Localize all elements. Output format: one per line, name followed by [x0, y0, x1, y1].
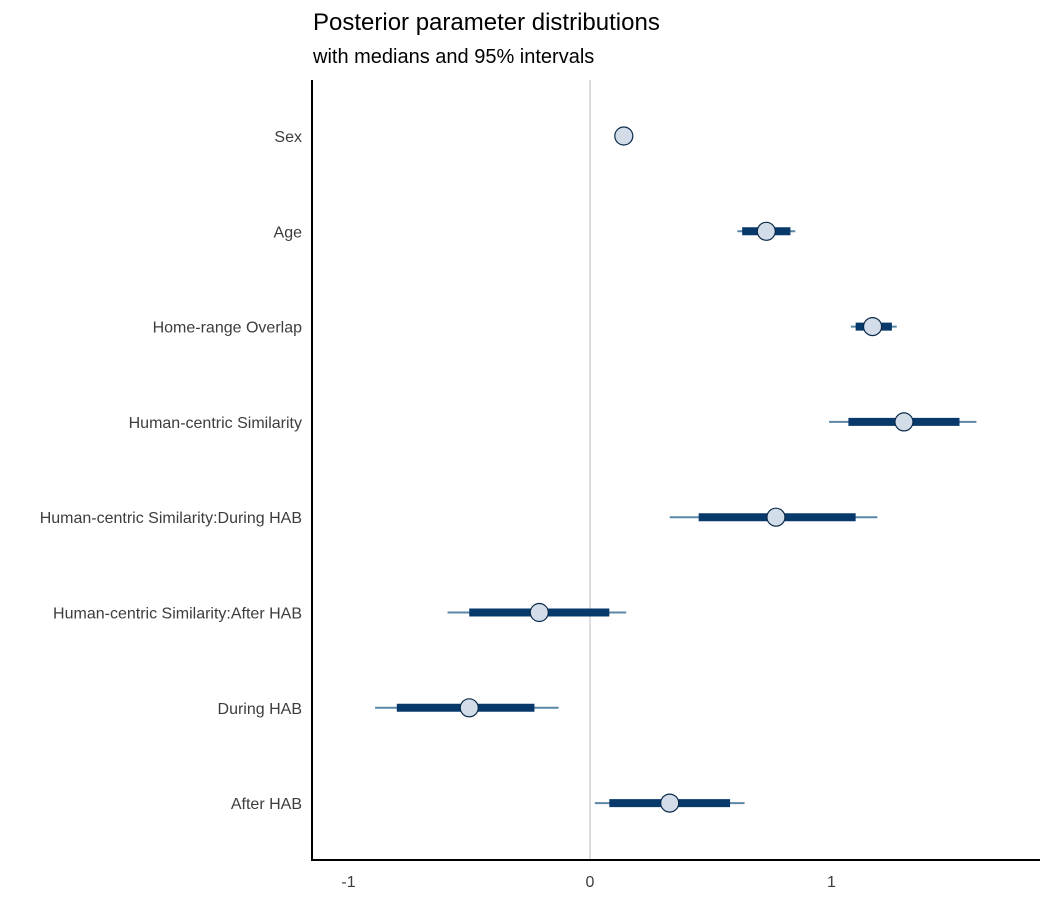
axes [311, 80, 1040, 861]
chart-title: Posterior parameter distributions [313, 9, 660, 36]
y-axis-label: Home-range Overlap [153, 320, 303, 337]
median-point [614, 126, 634, 146]
parameter-row [669, 507, 878, 527]
median-point [862, 317, 883, 337]
y-axis-label: Human-centric Similarity [129, 415, 302, 432]
parameter-row [614, 126, 634, 146]
parameter-row [737, 221, 796, 241]
x-tick-label: -1 [341, 874, 355, 891]
y-axis-label: Human-centric Similarity:During HAB [40, 510, 302, 527]
parameter-row [594, 793, 745, 813]
median-point [766, 507, 786, 527]
interval-marks [375, 126, 977, 813]
median-point [894, 412, 914, 432]
parameter-row [447, 602, 627, 623]
y-axis-label: During HAB [218, 701, 302, 718]
median-point [756, 221, 776, 241]
y-axis-label: Sex [274, 129, 302, 146]
median-point [529, 602, 549, 623]
parameter-row [829, 412, 977, 432]
x-tick-label: 0 [586, 874, 595, 891]
y-axis-labels: Sex Age Home-range Overlap Human-centric Si… [40, 129, 302, 813]
parameter-row [375, 698, 559, 718]
x-tick-label: 1 [827, 874, 836, 891]
x-axis-labels: -1 0 1 [341, 874, 836, 891]
y-axis-label: Age [274, 224, 303, 241]
median-point [459, 698, 479, 718]
y-axis-label: Human-centric Similarity:After HAB [53, 606, 302, 623]
median-point [660, 793, 680, 813]
y-axis-label: After HAB [231, 796, 302, 813]
chart-subtitle: with medians and 95% intervals [312, 46, 594, 68]
parameter-row [850, 317, 897, 337]
